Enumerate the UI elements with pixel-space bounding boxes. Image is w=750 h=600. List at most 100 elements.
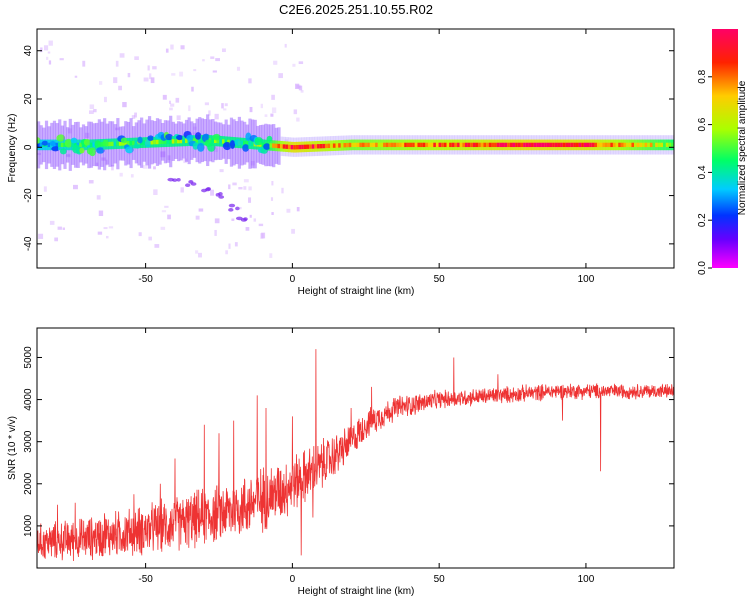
spectrogram-speckle (153, 166, 156, 170)
spectrogram-y-axis-label: Frequency (Hz) (7, 114, 18, 183)
spectrogram-speckle (105, 235, 109, 239)
spectrogram-band-core (404, 142, 408, 148)
spectrogram-band-blob (195, 132, 202, 140)
spectrogram-speckle (183, 158, 187, 164)
spectrogram-band-core (124, 141, 128, 146)
spectrogram-trail-cell (218, 195, 225, 199)
spectrogram-band-core (657, 142, 662, 148)
spectrogram-band-core (214, 138, 218, 144)
spectrogram-band-core (150, 140, 154, 145)
spectrogram-speckle (114, 127, 120, 131)
spectrogram-speckle (131, 115, 136, 119)
spectrogram-speckle (210, 56, 215, 59)
spectrogram-speckle (98, 210, 104, 217)
spectrogram-speckle (193, 132, 197, 135)
spectrogram-speckle (152, 66, 157, 70)
spectrogram-speckle (249, 214, 252, 218)
spectrogram-speckle (176, 115, 181, 121)
spectrogram-band-core (219, 139, 223, 144)
spectrogram-trail-cell (190, 182, 197, 186)
spectrogram-y-tick-label: 20 (23, 93, 34, 105)
spectrogram-band-core (89, 142, 94, 147)
spectrogram-band-core (243, 141, 247, 146)
spectrogram-speckle (238, 186, 243, 190)
spectrogram-band-core (575, 142, 580, 148)
spectrogram-band-core (108, 141, 112, 147)
spectrogram-band-core (398, 142, 403, 148)
spectrogram-band-blob (70, 137, 78, 144)
spectrogram-speckle (296, 207, 300, 212)
spectrogram-speckle (193, 126, 197, 130)
spectrogram-band-core (515, 142, 519, 148)
spectrogram-speckle (198, 252, 202, 258)
snr-y-tick-label: 4000 (23, 388, 34, 411)
spectrogram-band-core (391, 142, 395, 148)
spectrogram-speckle (108, 226, 114, 229)
spectrogram-speckle (286, 208, 291, 213)
spectrogram-x-tick-label: 50 (434, 274, 446, 285)
spectrogram-speckle (134, 56, 139, 60)
spectrogram-band-blob (165, 133, 173, 141)
spectrogram-speckle (236, 66, 241, 71)
spectrogram-band-core (375, 142, 379, 148)
spectrogram-speckle (204, 102, 209, 106)
spectrogram-band-core (639, 142, 643, 148)
spectrogram-band-core (462, 142, 466, 148)
spectrogram-band-core (660, 142, 664, 148)
spectrogram-band-core (174, 139, 178, 144)
spectrogram-speckle (193, 69, 197, 72)
spectrogram-band-blob (133, 143, 142, 149)
spectrogram-band-core (198, 138, 202, 143)
spectrogram-band-core (573, 142, 577, 148)
spectrogram-band-core (359, 142, 363, 148)
spectrogram-speckle (169, 100, 172, 104)
spectrogram-speckle (49, 220, 55, 225)
spectrogram-band-core (642, 142, 646, 148)
spectrogram-band-core (285, 144, 289, 149)
spectrogram-band-core (129, 140, 133, 146)
spectrogram-band-core (301, 144, 305, 150)
spectrogram-band-blob (96, 147, 105, 154)
spectrogram-band-core (494, 142, 498, 148)
spectrogram-band-core (428, 142, 432, 148)
spectrogram-band-core (464, 142, 469, 148)
spectrogram-band-blob (254, 137, 264, 146)
spectrogram-speckle (228, 184, 231, 190)
spectrogram-band-core (171, 139, 175, 144)
spectrogram-band-core (134, 140, 138, 146)
spectrogram-speckle (54, 237, 59, 242)
spectrogram-band-core (433, 142, 437, 148)
spectrogram-y-tick-label: -20 (23, 188, 34, 203)
spectrogram-band-core (523, 142, 527, 148)
spectrogram-band-core (179, 138, 183, 144)
spectrogram-speckle (153, 189, 158, 195)
spectrogram-speckle (250, 160, 255, 166)
spectrogram-band-core (583, 142, 588, 148)
spectrogram-speckle (284, 43, 287, 48)
spectrogram-band-blob (229, 140, 236, 149)
spectrogram-speckle (67, 128, 72, 134)
spectrogram-band-core (158, 139, 162, 145)
spectrogram-band-core (92, 142, 96, 147)
spectrogram-band-core (351, 142, 355, 148)
spectrogram-band-core (322, 143, 326, 149)
spectrogram-speckle (298, 85, 303, 91)
spectrogram-speckle (248, 197, 252, 203)
spectrogram-speckle (167, 155, 171, 161)
spectrogram-band-core (478, 142, 482, 148)
spectrogram-band-core (446, 142, 450, 148)
spectrogram-trail-cell (176, 177, 181, 182)
spectrogram-band-core (274, 143, 278, 149)
spectrogram-speckle (96, 195, 101, 200)
spectrogram-band-core (388, 142, 392, 148)
spectrogram-speckle (48, 40, 53, 46)
spectrogram-band-core (620, 142, 625, 148)
spectrogram-band-core (55, 142, 59, 148)
spectrogram-speckle (249, 106, 253, 113)
spectrogram-band-core (488, 142, 492, 148)
spectrogram-band-core (306, 144, 310, 149)
spectrogram-band-core (47, 142, 51, 148)
spectrogram-band-core (414, 142, 418, 148)
spectrogram-speckle (148, 73, 152, 80)
